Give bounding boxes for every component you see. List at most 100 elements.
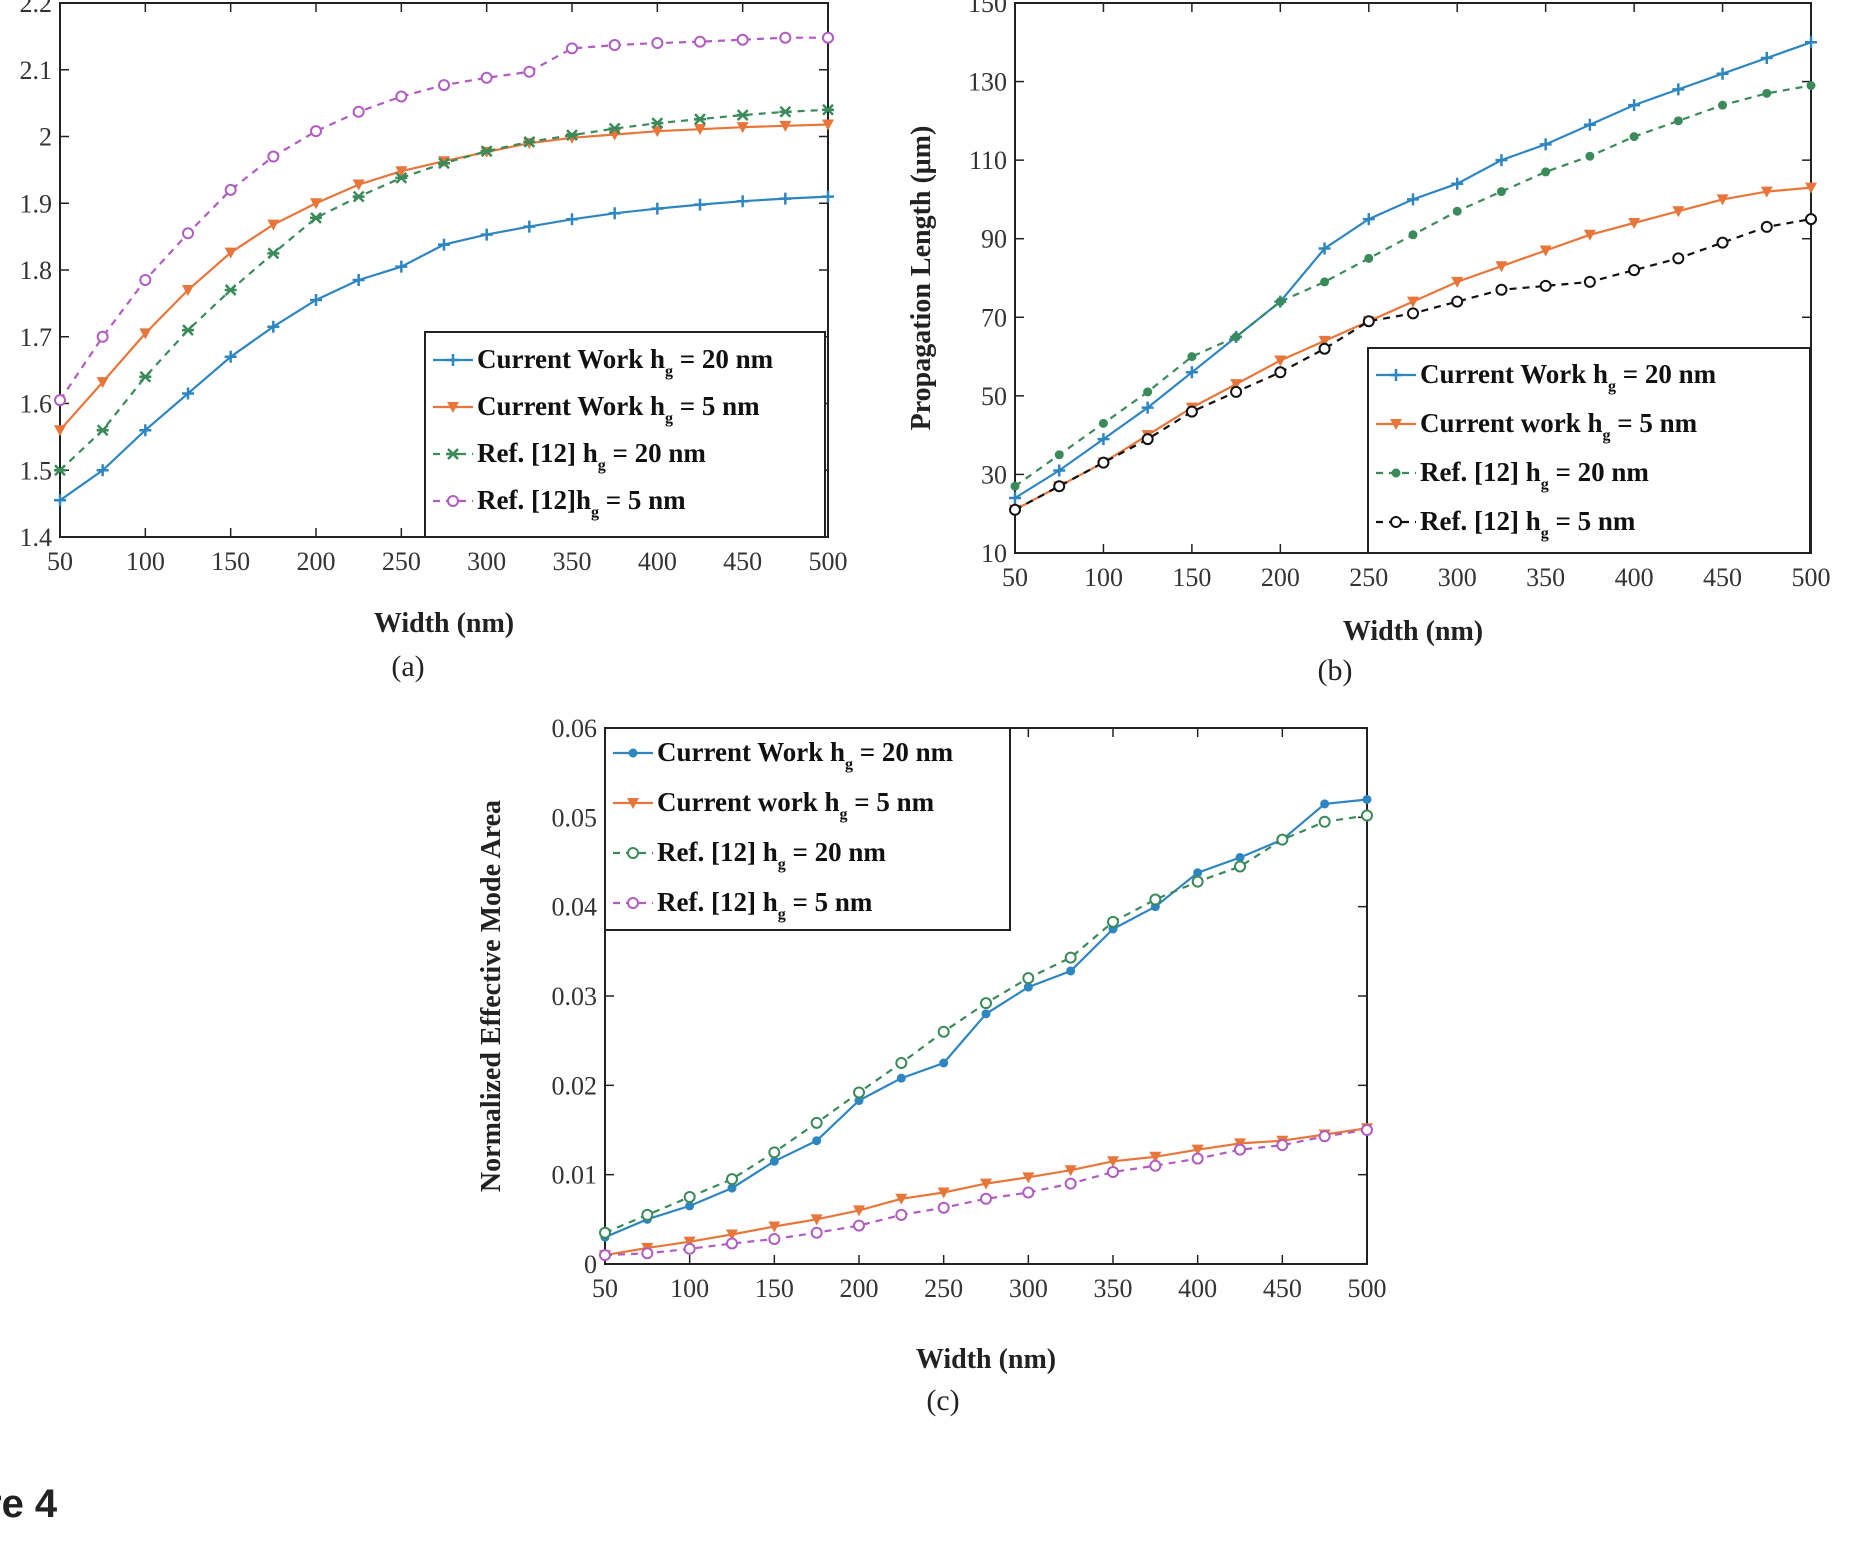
data-point <box>810 1116 823 1129</box>
legend: Current Work hg = 20 nm Current work hg =… <box>604 727 1011 931</box>
y-tick-label: 0.05 <box>552 803 598 832</box>
data-point <box>608 207 621 220</box>
data-point <box>608 122 621 135</box>
data-point <box>980 1192 992 1205</box>
data-point <box>1451 276 1464 288</box>
y-tick-label: 30 <box>981 460 1007 489</box>
data-point <box>694 35 706 48</box>
data-point <box>1191 875 1204 888</box>
data-point <box>267 320 280 333</box>
chart-panel-3: 50 100 150 200 250 300 350 400 450 500 0 0.01 0.02 0.… <box>476 714 1387 1417</box>
data-point <box>139 274 152 287</box>
panel-label: (a) <box>391 650 424 683</box>
x-tick-label: 300 <box>467 547 506 576</box>
data-point <box>1276 833 1289 846</box>
data-point <box>1064 1165 1077 1177</box>
x-tick-label: 200 <box>1261 563 1300 592</box>
data-point <box>1054 450 1064 460</box>
data-point <box>685 1201 695 1211</box>
data-point <box>1628 218 1641 229</box>
data-point <box>895 1193 908 1205</box>
data-point <box>1187 352 1197 362</box>
data-point <box>853 1205 865 1217</box>
data-point <box>1149 893 1162 906</box>
data-point <box>779 31 792 44</box>
data-point <box>1495 261 1508 273</box>
series-ref-12-h-g-20-nm <box>1010 81 1816 491</box>
data-point <box>447 495 459 507</box>
x-tick-label: 350 <box>1094 1274 1133 1303</box>
y-tick-label: 0.03 <box>552 982 598 1011</box>
chart-panel-2: 50 100 150 200 250 300 350 400 450 500 10 30 50 70 90 1… <box>906 0 1831 687</box>
x-tick-label: 150 <box>755 1274 794 1303</box>
data-point <box>937 1025 950 1038</box>
data-point <box>1718 100 1728 110</box>
data-point <box>779 105 792 118</box>
y-axis-label: Normalized Effective Mode Area <box>476 800 507 1192</box>
data-point <box>853 1086 865 1099</box>
data-point <box>1318 815 1331 828</box>
data-point <box>447 448 459 460</box>
x-tick-label: 250 <box>1349 563 1388 592</box>
data-point <box>651 202 664 215</box>
data-point <box>395 90 408 103</box>
data-point <box>1495 283 1508 296</box>
series-ref-12-h-g-5-nm <box>1009 213 1817 516</box>
data-point <box>608 39 621 52</box>
x-tick-label: 100 <box>126 547 165 576</box>
legend-entry: Current work hg = 5 nm <box>1420 408 1698 444</box>
data-point <box>54 425 66 437</box>
data-point <box>1320 799 1330 809</box>
panel-label: (b) <box>1318 654 1353 687</box>
data-point <box>395 260 408 273</box>
y-tick-label: 0.06 <box>552 714 598 743</box>
data-point <box>1673 116 1683 126</box>
x-tick-label: 50 <box>592 1274 618 1303</box>
data-point <box>937 1187 950 1199</box>
figure-caption: re 4 <box>0 1482 58 1526</box>
data-point <box>1107 1165 1119 1178</box>
data-point <box>1362 794 1372 804</box>
x-tick-label: 450 <box>723 547 762 576</box>
data-point <box>1318 1130 1331 1143</box>
data-point <box>1762 88 1772 98</box>
data-point <box>182 227 194 240</box>
data-point <box>96 464 109 477</box>
data-point <box>1318 342 1331 355</box>
data-point <box>1805 36 1817 49</box>
data-point <box>395 172 408 184</box>
data-point <box>1760 186 1773 198</box>
data-point <box>438 157 450 170</box>
x-tick-label: 500 <box>809 547 848 576</box>
data-point <box>599 1226 611 1239</box>
data-point <box>566 42 578 55</box>
legend-box <box>1367 347 1811 554</box>
x-tick-label: 250 <box>382 547 421 576</box>
data-point <box>1234 860 1246 873</box>
data-point <box>1390 516 1402 528</box>
data-point <box>1760 220 1773 233</box>
data-point <box>736 33 749 46</box>
legend-entry: Current Work hg = 5 nm <box>477 391 760 427</box>
data-point <box>310 212 322 224</box>
data-point <box>768 1221 781 1233</box>
data-point <box>768 1146 781 1159</box>
data-point <box>1672 206 1685 218</box>
y-tick-label: 130 <box>968 68 1007 97</box>
legend-entry: Ref. [12] hg = 5 nm <box>1420 506 1636 542</box>
data-point <box>683 1236 696 1248</box>
data-point <box>1629 132 1639 142</box>
data-point <box>1009 492 1021 504</box>
x-tick-label: 500 <box>1348 1274 1387 1303</box>
data-point <box>736 195 749 208</box>
data-point <box>1064 1177 1077 1190</box>
data-point <box>1362 315 1375 328</box>
data-point <box>1235 853 1245 863</box>
data-point <box>627 798 639 809</box>
legend-entry: Current Work hg = 20 nm <box>657 737 954 773</box>
data-point <box>641 1208 654 1221</box>
x-tick-label: 50 <box>1002 563 1028 592</box>
data-point <box>651 117 664 130</box>
data-point <box>438 238 450 251</box>
